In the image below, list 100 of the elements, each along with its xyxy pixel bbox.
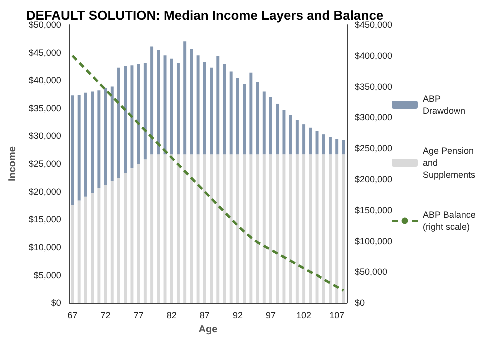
bar <box>256 82 260 155</box>
bar <box>210 154 214 304</box>
bar <box>118 178 120 304</box>
bar <box>196 56 200 155</box>
y-tick-label: $35,000 <box>28 103 62 114</box>
bar <box>118 68 120 179</box>
bar <box>176 63 180 155</box>
bar <box>309 154 312 304</box>
y2-tick-label: $300,000 <box>355 112 393 123</box>
bar <box>91 192 94 304</box>
bar <box>309 128 312 155</box>
bar <box>84 92 88 197</box>
line-series <box>71 54 345 292</box>
x-tick-label: 102 <box>296 310 312 321</box>
bar <box>296 120 299 155</box>
bar <box>170 154 174 304</box>
bar <box>210 68 214 155</box>
x-tick-label: 82 <box>166 310 177 321</box>
y-tick-label: $15,000 <box>28 214 62 225</box>
bar <box>289 154 292 304</box>
y2-tick-label: $400,000 <box>355 50 393 61</box>
bar <box>130 66 134 168</box>
bar <box>336 154 339 304</box>
bar <box>302 154 306 304</box>
legend-label: Age Pension and Supplements <box>423 146 477 180</box>
x-tick-label: 92 <box>232 310 243 321</box>
bar <box>110 181 114 304</box>
x-tick-label: 67 <box>68 310 78 321</box>
bar <box>150 154 154 304</box>
bar <box>282 154 286 304</box>
bar <box>150 46 154 155</box>
legend-label: ABP Balance (right scale) <box>423 210 478 232</box>
bar <box>276 154 280 304</box>
bar <box>216 154 220 304</box>
bar <box>98 90 101 189</box>
bar <box>104 185 108 304</box>
x-tick-label: 107 <box>330 310 345 321</box>
bar <box>144 160 147 304</box>
chart-title: DEFAULT SOLUTION: Median Income Layers and Balance <box>26 8 384 23</box>
y2-tick-label: $100,000 <box>355 236 393 246</box>
bar <box>342 140 346 155</box>
bar <box>157 50 160 155</box>
bar <box>91 92 94 193</box>
bar <box>302 124 306 155</box>
y-tick-label: $40,000 <box>28 76 62 86</box>
y2-tick-label: $200,000 <box>355 174 393 184</box>
bar <box>104 88 108 186</box>
bar <box>110 86 114 182</box>
bar <box>184 42 187 155</box>
y2-tick-label: $150,000 <box>355 205 393 216</box>
x-tick-label: 77 <box>134 310 144 321</box>
bar <box>243 154 246 304</box>
y2-tick-label: $0 <box>355 298 366 308</box>
bar <box>250 154 253 304</box>
x-tick-label: 97 <box>266 310 276 321</box>
bar <box>322 154 326 304</box>
y2-tick-label: $350,000 <box>355 82 393 92</box>
bar <box>282 110 286 155</box>
bar <box>236 154 240 304</box>
bar <box>124 172 128 304</box>
bar <box>270 154 272 304</box>
bar <box>184 154 187 304</box>
y2-tick-label: $50,000 <box>355 267 388 278</box>
y-tick-label: $25,000 <box>28 159 62 170</box>
y-tick-label: $10,000 <box>28 242 62 252</box>
bar <box>230 72 233 155</box>
bar <box>203 154 206 304</box>
bar <box>176 154 180 304</box>
bar <box>250 72 253 155</box>
bar <box>203 62 206 155</box>
bar <box>262 92 266 155</box>
bar <box>190 49 194 155</box>
bar <box>256 154 260 304</box>
bar <box>137 164 140 304</box>
bar <box>98 188 101 304</box>
bar <box>78 95 81 201</box>
bar <box>84 196 88 304</box>
bar <box>124 66 128 173</box>
y-tick-label: $45,000 <box>28 48 62 58</box>
bar <box>157 154 160 304</box>
y-tick-label: $5,000 <box>34 270 62 280</box>
bar <box>196 154 200 304</box>
bar <box>170 58 174 155</box>
bar <box>243 84 246 155</box>
x-tick-label: 87 <box>200 310 210 321</box>
x-tick-label: 72 <box>100 310 111 321</box>
bar <box>328 154 332 304</box>
bar <box>336 139 339 155</box>
bar <box>328 137 332 155</box>
bar <box>78 200 81 304</box>
bar <box>262 154 266 304</box>
legend-label: ABP Drawdown <box>423 94 466 116</box>
bar <box>144 63 147 160</box>
bar <box>190 154 194 304</box>
bar <box>216 56 220 155</box>
bar <box>137 64 140 164</box>
bar <box>322 134 326 155</box>
bar <box>276 104 280 155</box>
y-tick-label: $30,000 <box>28 131 62 142</box>
y-tick-label: $0 <box>51 298 62 308</box>
